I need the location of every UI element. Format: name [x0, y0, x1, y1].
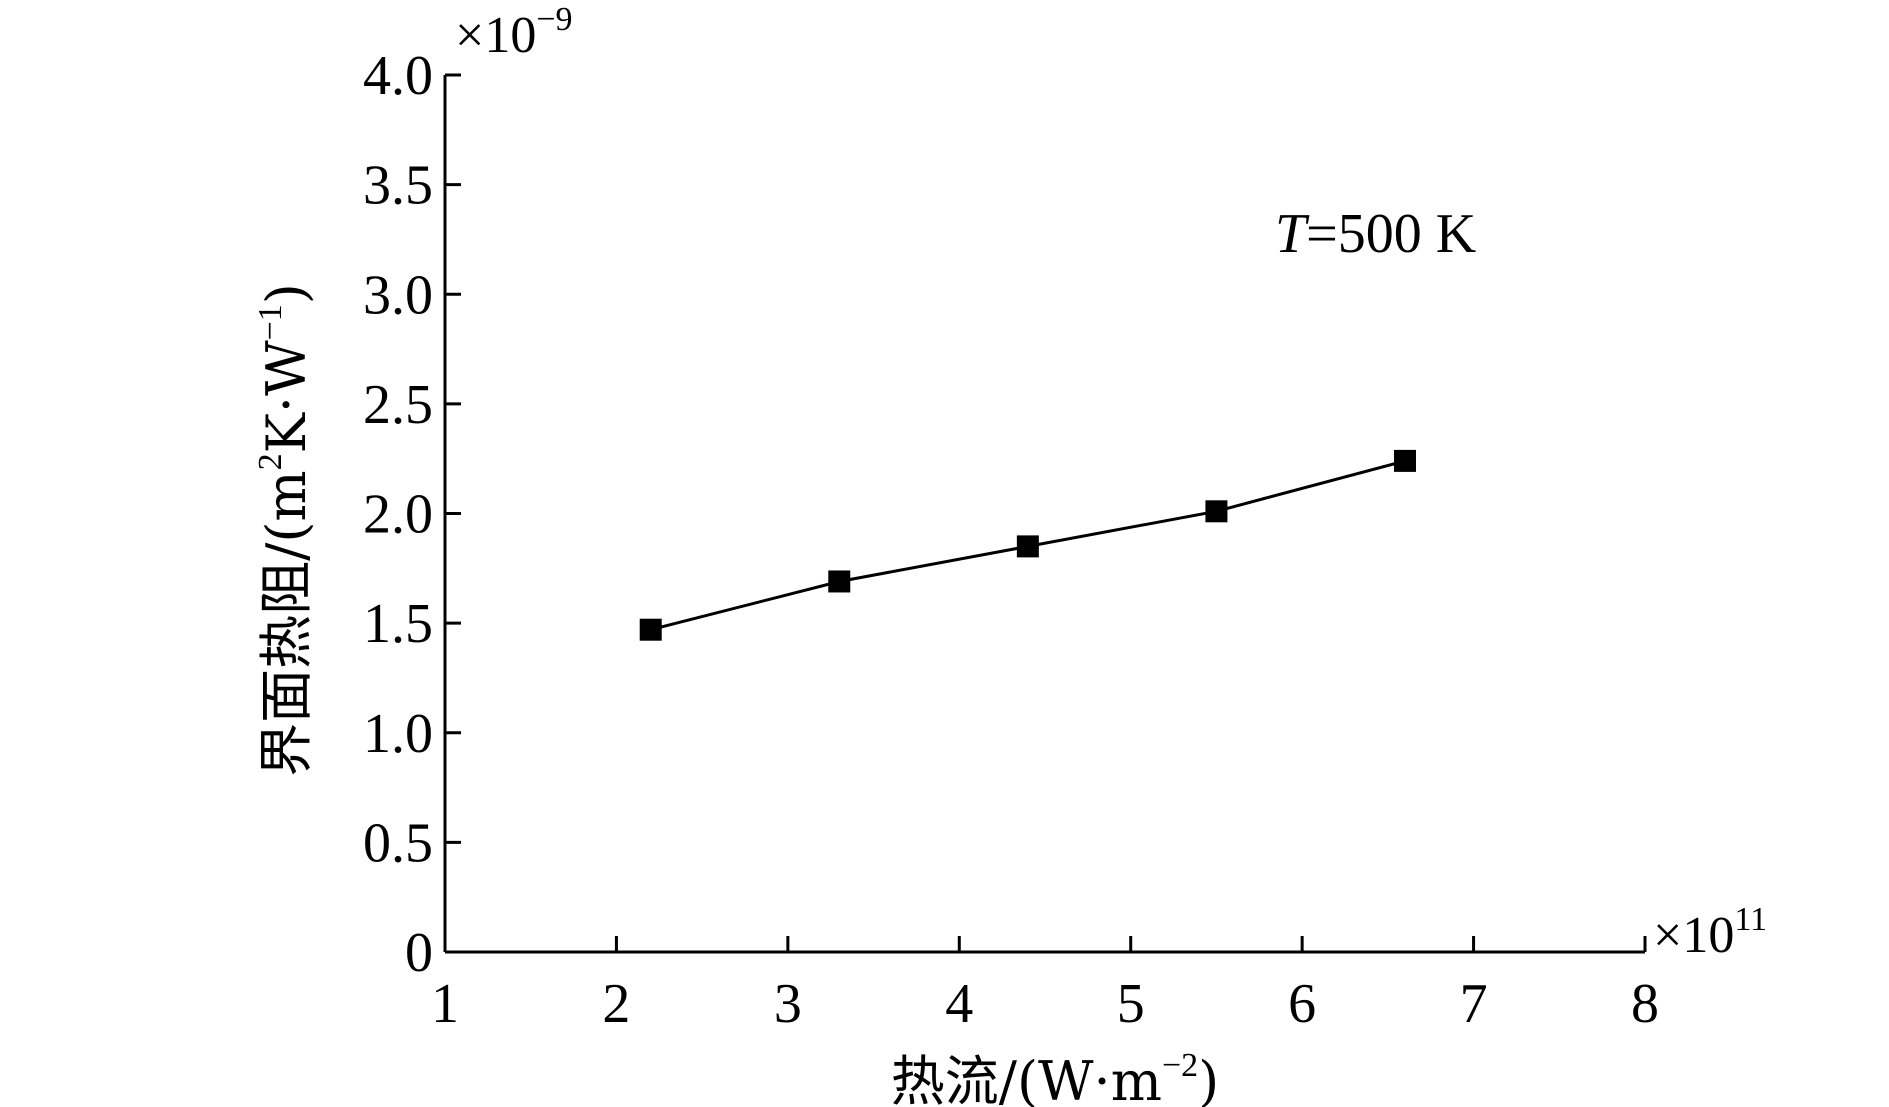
y-tick-label: 3.5 [363, 155, 433, 217]
data-point [1016, 535, 1039, 558]
y-tick-label: 2.5 [363, 374, 433, 436]
x-tick-label: 6 [1288, 973, 1316, 1035]
data-point [639, 618, 662, 641]
series-group [639, 449, 1416, 641]
x-multiplier: ×1011 [1653, 901, 1767, 964]
x-axis-title: 热流/(W·m−2) [891, 1047, 1219, 1107]
data-point [1394, 449, 1416, 472]
y-tick-label: 4.0 [363, 45, 433, 107]
y-tick-label: 0.5 [363, 812, 433, 874]
y-tick-label: 1.5 [363, 593, 433, 655]
data-point [828, 570, 851, 593]
y-axis-title: 界面热阻/(m2K·W−1) [252, 283, 318, 777]
y-tick-label: 3.0 [363, 264, 433, 326]
y-tick-label: 2.0 [363, 484, 433, 546]
y-ticks: 0 0.5 1.0 1.5 2.0 2.5 3.0 3.5 4.0 [363, 45, 461, 984]
x-tick-label: 7 [1460, 973, 1488, 1035]
x-tick-label: 5 [1117, 973, 1145, 1035]
y-tick-label: 1.0 [363, 703, 433, 765]
x-tick-label: 8 [1631, 973, 1659, 1035]
y-tick-label: 0 [405, 922, 433, 984]
x-tick-label: 3 [774, 973, 802, 1035]
x-ticks: 1 2 3 4 5 6 7 8 [431, 936, 1659, 1035]
x-tick-label: 1 [431, 973, 459, 1035]
y-multiplier: ×10−9 [455, 1, 573, 64]
data-point [1205, 500, 1228, 523]
x-tick-label: 2 [602, 973, 630, 1035]
temperature-annotation: T=500 K [1275, 203, 1476, 265]
x-tick-label: 4 [945, 973, 973, 1035]
